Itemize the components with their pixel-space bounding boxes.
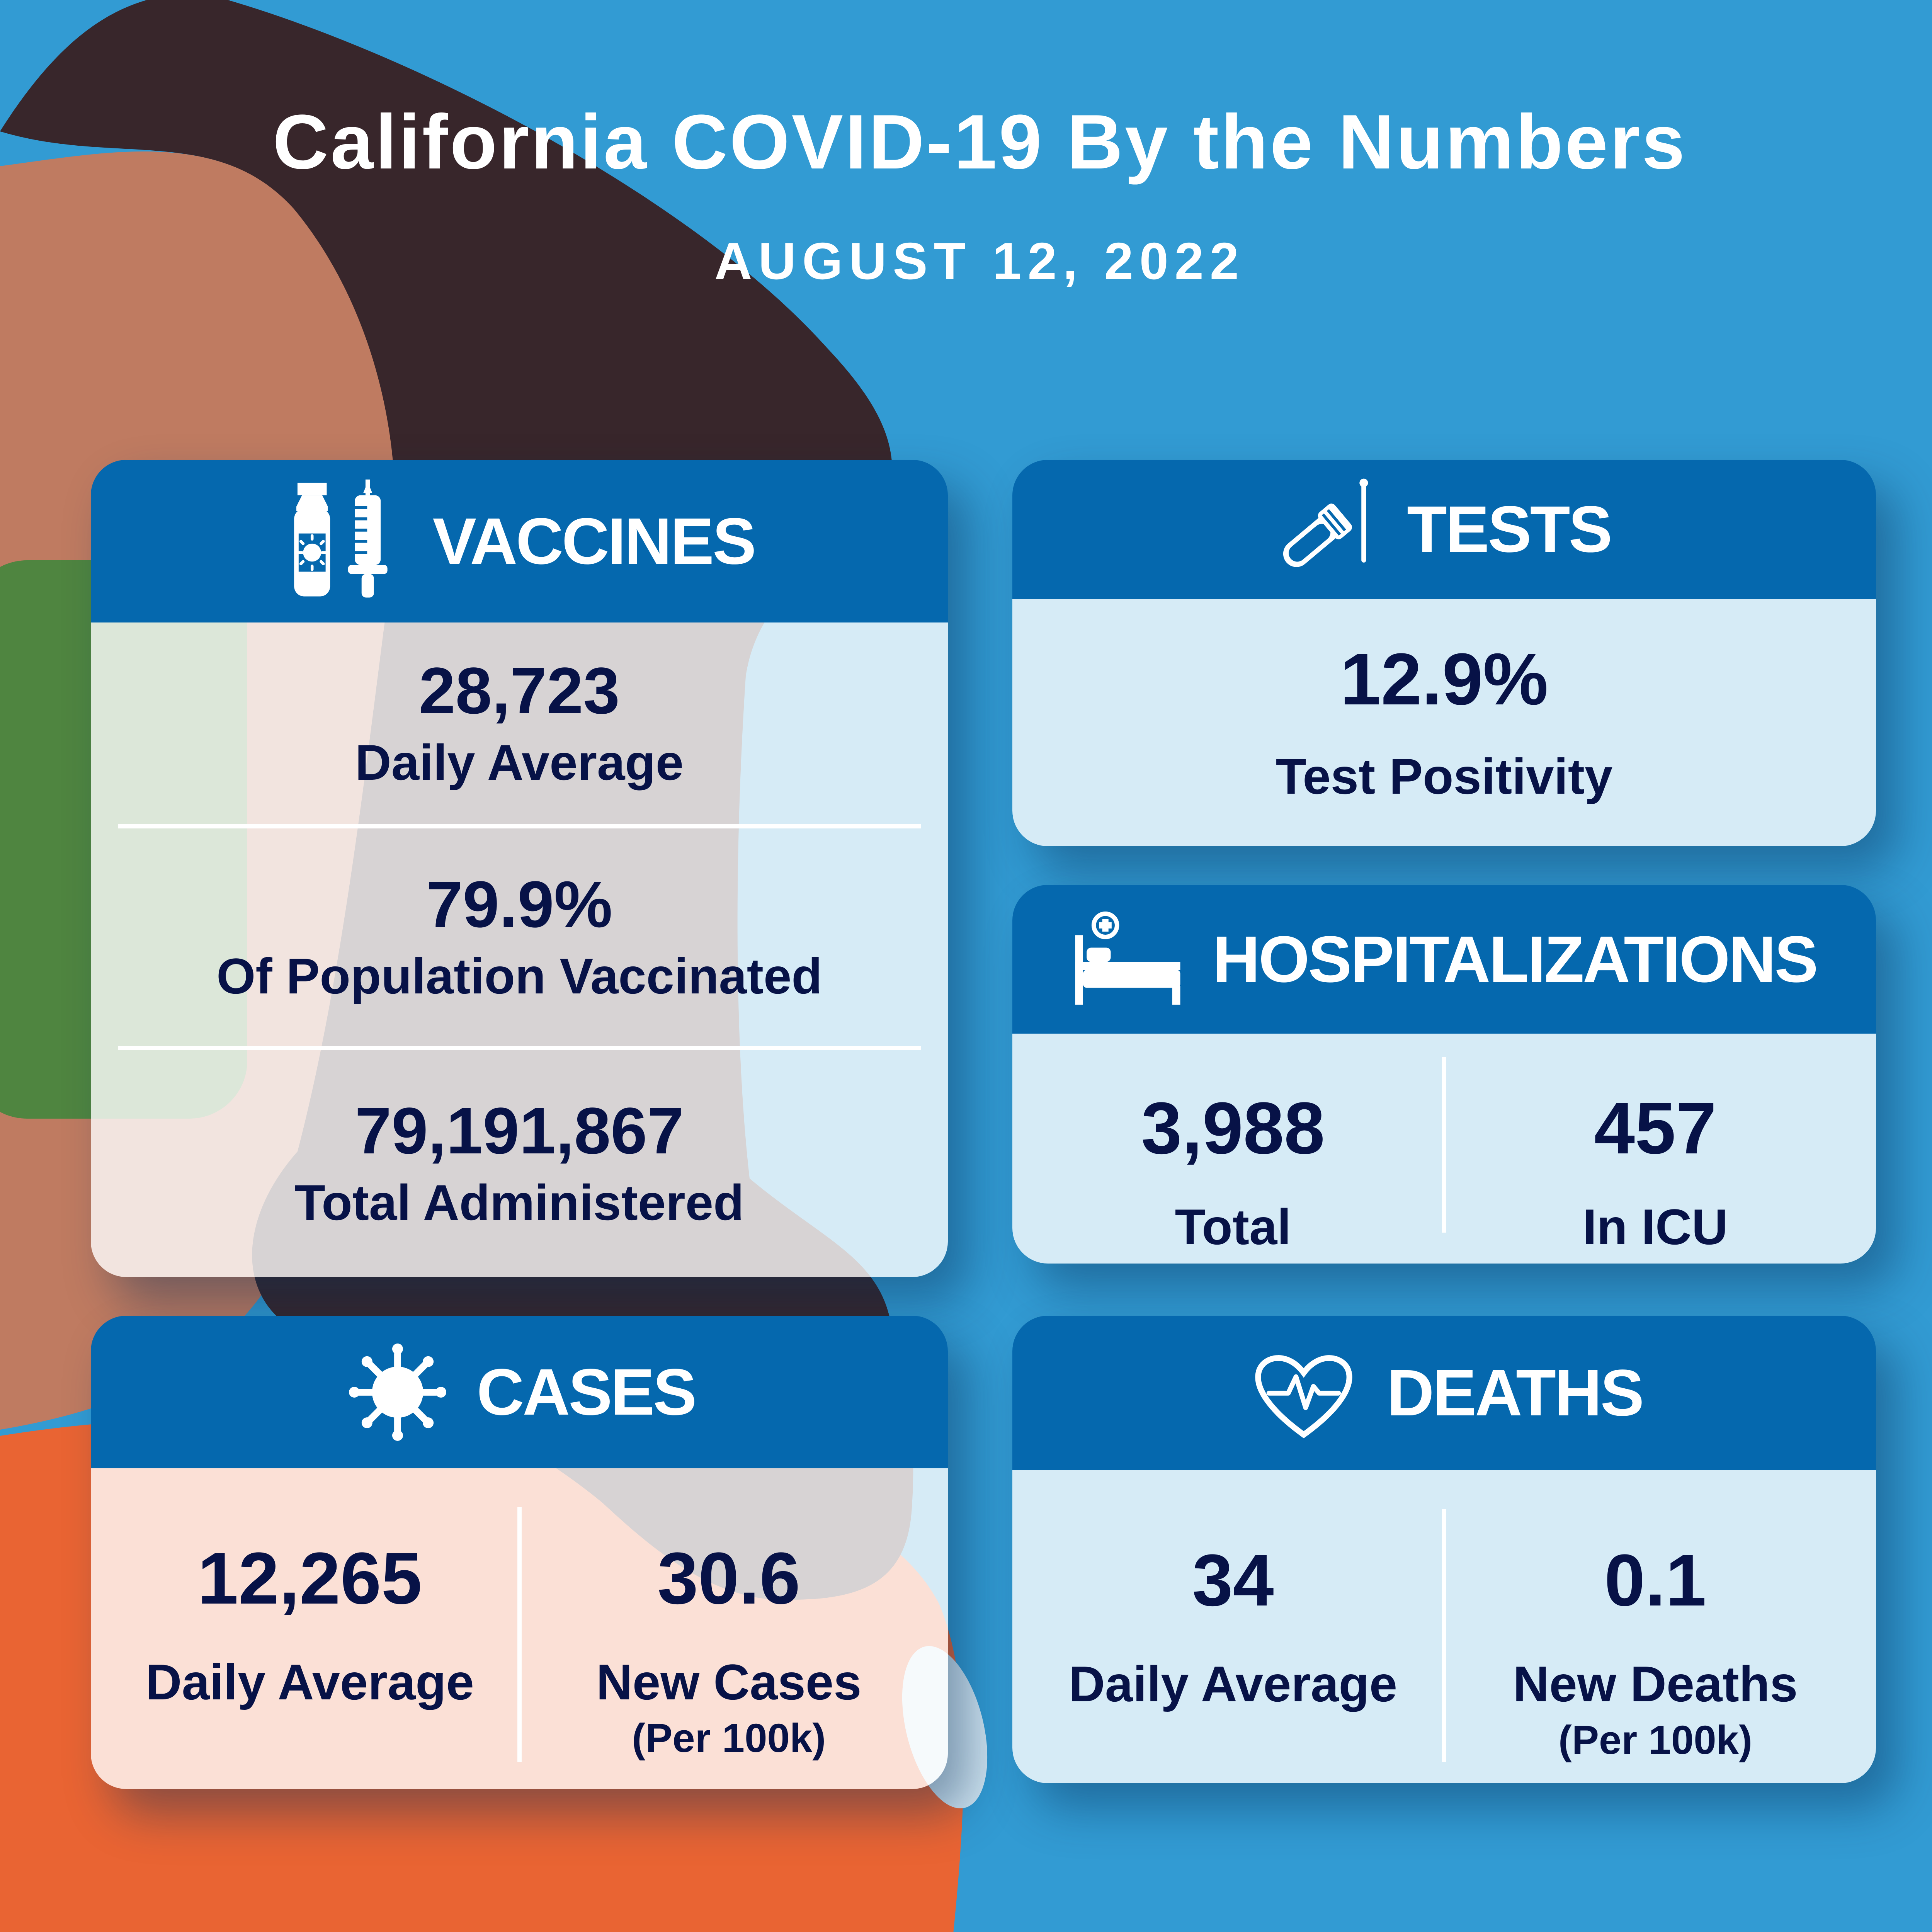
heart-pulse-icon [1246, 1340, 1362, 1446]
stat-label: Test Positivity [1276, 748, 1613, 804]
vaccines-stat-total-administered: 79,191,867 Total Administered [118, 1046, 921, 1277]
column-divider [1442, 1509, 1446, 1762]
hospitalizations-stat-total: 3,988 Total [1024, 1034, 1442, 1264]
stat-label: Of Population Vaccinated [216, 948, 822, 1005]
cases-stat-new-cases: 30.6 New Cases (Per 100k) [522, 1468, 937, 1789]
stat-label: New Cases [596, 1654, 862, 1710]
deaths-card: DEATHS 34 Daily Average 0.1 New Deaths (… [1012, 1316, 1876, 1783]
deaths-card-title: DEATHS [1386, 1356, 1644, 1430]
tests-card-header: TESTS [1012, 460, 1876, 599]
page-title: California COVID-19 By the Numbers [272, 99, 1687, 185]
cases-card-header: CASES [91, 1316, 948, 1468]
hospitalizations-card-header: HOSPITALIZATIONS [1012, 885, 1876, 1034]
deaths-card-header: DEATHS [1012, 1316, 1876, 1470]
cases-stat-daily-average: 12,265 Daily Average [102, 1468, 517, 1789]
hospitalizations-card: HOSPITALIZATIONS 3,988 Total 457 In ICU [1012, 885, 1876, 1264]
hospitalizations-card-title: HOSPITALIZATIONS [1213, 922, 1818, 996]
stat-value: 34 [1192, 1539, 1274, 1621]
stat-label: New Deaths [1513, 1656, 1798, 1712]
vaccines-card-header: VACCINES [91, 460, 948, 622]
stat-value: 3,988 [1141, 1087, 1325, 1169]
page-date: AUGUST 12, 2022 [714, 232, 1245, 290]
vial-syringe-icon [284, 479, 408, 603]
stat-value: 12,265 [197, 1537, 422, 1619]
stat-label: Daily Average [355, 734, 684, 791]
vaccines-stat-population-vaccinated: 79.9% Of Population Vaccinated [118, 824, 921, 1046]
hospitalizations-stat-icu: 457 In ICU [1446, 1034, 1864, 1264]
cases-card: CASES 12,265 Daily Average 30.6 New Case… [91, 1316, 948, 1789]
deaths-stat-daily-average: 34 Daily Average [1024, 1470, 1442, 1783]
stat-label: In ICU [1583, 1199, 1728, 1255]
stat-value: 79.9% [426, 868, 613, 942]
stat-sublabel: (Per 100k) [632, 1715, 826, 1761]
deaths-stat-new-deaths: 0.1 New Deaths (Per 100k) [1446, 1470, 1864, 1783]
vaccines-card-title: VACCINES [432, 504, 757, 578]
tests-card-body: 12.9% Test Positivity [1012, 599, 1876, 846]
deaths-card-body: 34 Daily Average 0.1 New Deaths (Per 100… [1012, 1470, 1876, 1783]
column-divider [1442, 1057, 1446, 1233]
hospitalizations-card-body: 3,988 Total 457 In ICU [1012, 1034, 1876, 1264]
stat-value: 0.1 [1604, 1539, 1707, 1621]
test-tube-swab-icon [1277, 477, 1382, 582]
stat-label-group: New Deaths (Per 100k) [1513, 1658, 1798, 1760]
stat-label: Daily Average [145, 1654, 474, 1710]
vaccines-card-body: 28,723 Daily Average 79.9% Of Population… [91, 622, 948, 1277]
cases-card-title: CASES [476, 1355, 697, 1429]
stat-label: Total Administered [294, 1174, 744, 1231]
stat-value: 28,723 [419, 654, 620, 728]
virus-icon [344, 1338, 452, 1446]
tests-card: TESTS 12.9% Test Positivity [1012, 460, 1876, 846]
column-divider [517, 1507, 522, 1762]
vaccines-stat-daily-average: 28,723 Daily Average [118, 622, 921, 824]
stat-value: 79,191,867 [355, 1094, 684, 1168]
tests-card-title: TESTS [1407, 493, 1612, 566]
stat-sublabel: (Per 100k) [1558, 1717, 1752, 1763]
stat-label: Daily Average [1068, 1656, 1398, 1712]
stat-value: 457 [1594, 1087, 1717, 1169]
stat-label: Total [1175, 1199, 1291, 1255]
hospital-bed-icon [1071, 910, 1187, 1009]
stat-value: 30.6 [657, 1537, 801, 1619]
cases-card-body: 12,265 Daily Average 30.6 New Cases (Per… [91, 1468, 948, 1789]
vaccines-card: VACCINES 28,723 Daily Average 79.9% Of P… [91, 460, 948, 1277]
stat-label-group: New Cases (Per 100k) [596, 1656, 862, 1759]
stat-value: 12.9% [1340, 638, 1548, 720]
